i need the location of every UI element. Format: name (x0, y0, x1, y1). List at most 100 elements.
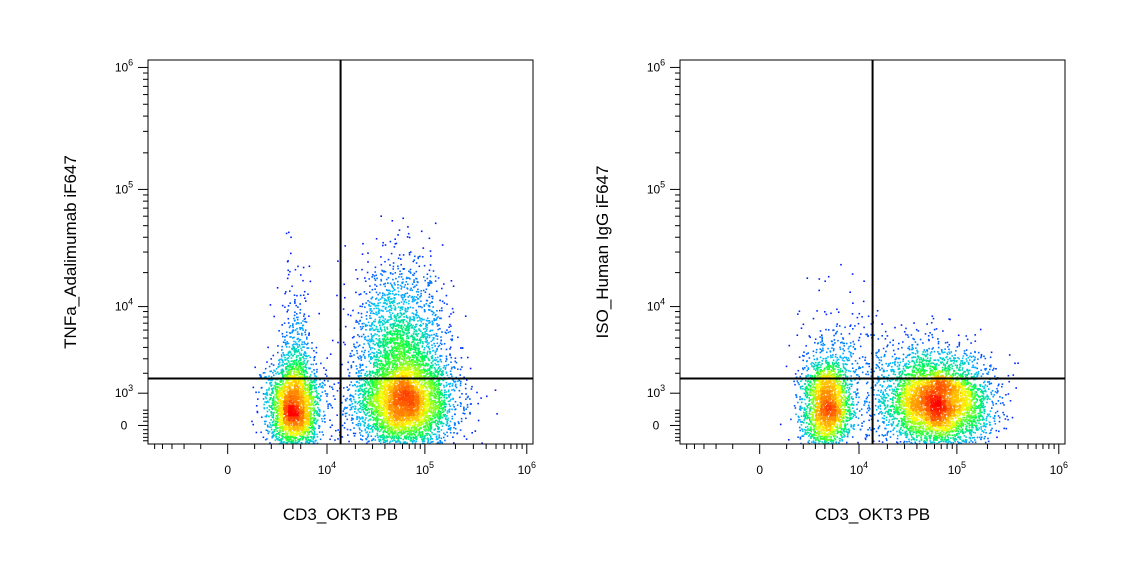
event-dot (425, 345, 428, 347)
event-dot (368, 418, 371, 421)
event-dot (270, 414, 272, 417)
event-dot (368, 373, 371, 376)
event-dot (373, 312, 376, 315)
event-dot (381, 375, 383, 377)
event-dot (290, 439, 292, 441)
event-dot (264, 415, 267, 418)
event-dot (397, 437, 400, 439)
event-dot (372, 312, 374, 315)
event-dot (423, 376, 426, 379)
event-dot (428, 415, 430, 417)
event-dot (309, 411, 312, 413)
event-dot (394, 328, 397, 330)
event-dot (273, 369, 275, 372)
event-dot (356, 418, 358, 420)
event-dot (284, 373, 287, 376)
event-dot (311, 424, 314, 427)
event-dot (386, 343, 388, 345)
event-dot (303, 373, 306, 375)
event-dot (398, 428, 401, 430)
event-dot (435, 395, 438, 397)
event-dot (364, 372, 367, 375)
event-dot (374, 358, 376, 361)
event-dot (437, 384, 440, 386)
event-dot (274, 404, 277, 406)
event-dot (402, 331, 405, 333)
event-dot (423, 440, 426, 442)
event-dot (448, 424, 451, 427)
event-dot (385, 437, 387, 439)
event-dot (291, 344, 294, 346)
event-dot (271, 424, 273, 427)
event-dot (426, 336, 428, 338)
event-dot (429, 411, 431, 413)
event-dot (401, 340, 404, 343)
event-dot (428, 284, 431, 286)
event-dot (288, 372, 291, 374)
event-dot (254, 366, 256, 369)
event-dot (398, 360, 401, 363)
event-dot (381, 309, 383, 312)
event-dot (437, 345, 440, 348)
event-dot (343, 427, 346, 429)
event-dot (417, 344, 419, 347)
event-dot (369, 315, 371, 317)
event-dot (317, 414, 319, 417)
event-dot (297, 440, 300, 443)
event-dot (388, 434, 391, 437)
event-dot (383, 373, 385, 376)
event-dot (401, 338, 404, 340)
event-dot (454, 427, 457, 430)
event-dot (389, 311, 391, 314)
event-dot (327, 380, 329, 382)
event-dot (274, 434, 277, 436)
event-dot (297, 367, 300, 370)
event-dot (394, 344, 396, 346)
event-dot (369, 403, 372, 406)
event-dot (287, 440, 290, 443)
event-dot (361, 420, 364, 422)
event-dot (279, 428, 281, 430)
event-dot (432, 323, 434, 326)
event-dot (437, 363, 440, 366)
event-dot (299, 338, 302, 341)
event-dot (293, 343, 295, 346)
event-dot (458, 422, 460, 425)
event-dot (425, 382, 427, 385)
event-dot (268, 431, 271, 433)
event-dot (393, 301, 396, 303)
event-dot (349, 404, 352, 406)
event-dot (405, 344, 407, 346)
event-dot (424, 291, 427, 293)
event-dot (374, 320, 376, 323)
event-dot (371, 339, 374, 342)
event-dot (315, 375, 318, 378)
event-dot (375, 311, 377, 314)
event-dot (451, 375, 453, 378)
event-dot (414, 360, 416, 362)
event-dot (297, 337, 300, 340)
event-dot (297, 368, 300, 371)
event-dot (275, 435, 278, 438)
event-dot (375, 359, 378, 361)
event-dot (431, 354, 434, 357)
event-dot (269, 442, 271, 444)
event-dot (272, 390, 274, 393)
event-dot (313, 433, 316, 435)
event-dot (313, 437, 315, 439)
event-dot (378, 320, 381, 322)
event-dot (287, 430, 290, 432)
event-dot (405, 301, 408, 304)
event-dot (356, 278, 359, 280)
event-dot (368, 392, 370, 394)
event-dot (426, 323, 428, 326)
event-dot (296, 318, 299, 321)
event-dot (282, 364, 284, 367)
event-dot (292, 442, 295, 445)
event-dot (278, 372, 281, 375)
event-dot (374, 318, 377, 321)
event-dot (358, 357, 360, 360)
event-dot (400, 276, 403, 278)
event-dot (393, 308, 396, 310)
event-dot (373, 386, 375, 389)
